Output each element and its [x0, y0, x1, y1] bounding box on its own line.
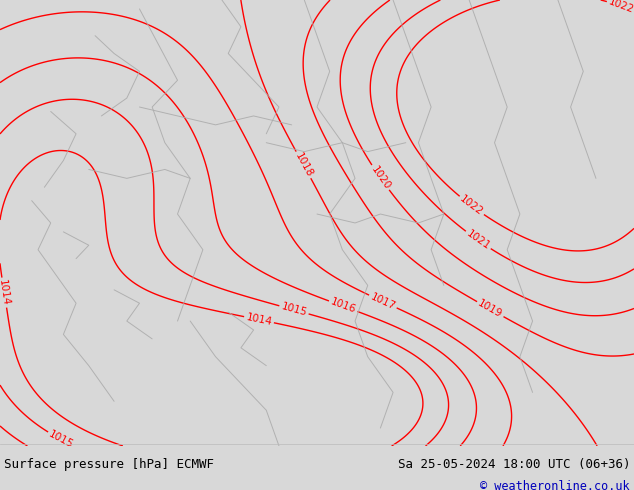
Text: 1020: 1020 — [369, 164, 392, 191]
Text: Surface pressure [hPa] ECMWF: Surface pressure [hPa] ECMWF — [4, 458, 214, 470]
Text: © weatheronline.co.uk: © weatheronline.co.uk — [481, 480, 630, 490]
Text: 1022: 1022 — [458, 194, 485, 218]
Text: Sa 25-05-2024 18:00 UTC (06+36): Sa 25-05-2024 18:00 UTC (06+36) — [398, 458, 630, 470]
Text: 1014: 1014 — [245, 312, 273, 327]
Text: 1015: 1015 — [48, 429, 75, 450]
Text: 1022: 1022 — [607, 0, 634, 16]
Text: 1019: 1019 — [476, 298, 504, 320]
Text: 1014: 1014 — [0, 279, 11, 306]
Text: 1016: 1016 — [329, 297, 358, 316]
Text: 1015: 1015 — [280, 301, 308, 318]
Text: 1018: 1018 — [293, 151, 314, 179]
Text: 1021: 1021 — [465, 228, 492, 252]
Text: 1017: 1017 — [369, 292, 397, 312]
